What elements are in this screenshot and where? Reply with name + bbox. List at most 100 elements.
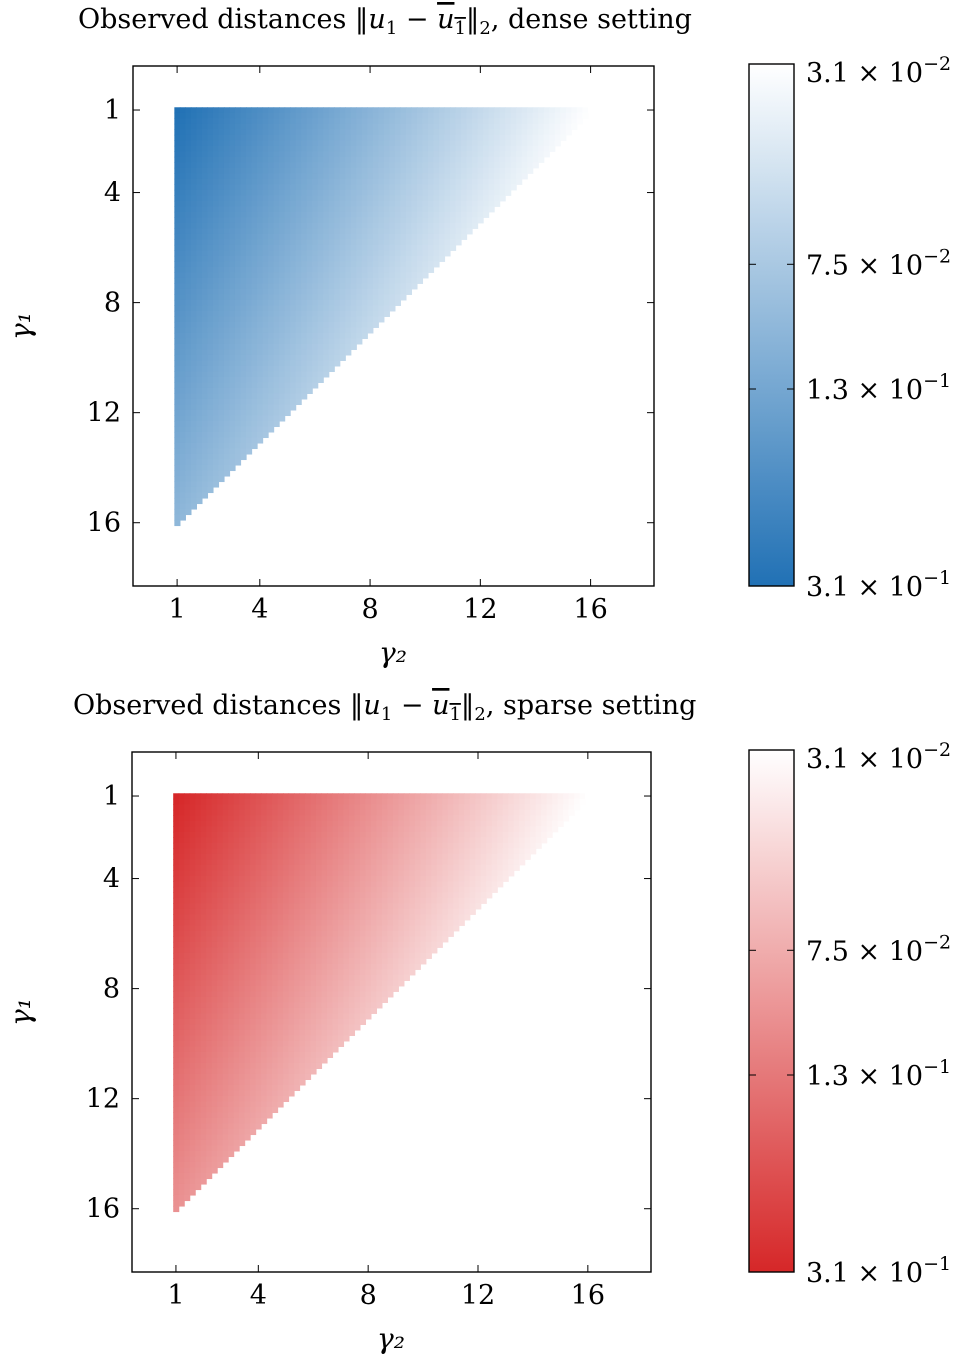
heatmap-cell [425, 842, 432, 849]
heatmap-cell [334, 310, 341, 317]
heatmap-cell [294, 897, 301, 904]
heatmap-cell [367, 316, 374, 323]
heatmap-cell [334, 239, 341, 246]
heatmap-cell [345, 217, 352, 224]
heatmap-cell [251, 376, 258, 383]
heatmap-cell [229, 145, 236, 152]
heatmap-cell [328, 272, 335, 279]
heatmap-cell [494, 162, 501, 169]
heatmap-cell [173, 914, 180, 921]
heatmap-cell [279, 239, 286, 246]
heatmap-cell [383, 255, 390, 262]
heatmap-cell [174, 332, 181, 339]
heatmap-cell [201, 283, 209, 290]
heatmap-cell [273, 415, 280, 422]
heatmap-cell [283, 947, 290, 954]
heatmap-cell [239, 892, 246, 899]
heatmap-cell [174, 426, 181, 433]
heatmap-cell [367, 321, 374, 328]
heatmap-cell [464, 793, 471, 800]
heatmap-cell [184, 798, 191, 805]
heatmap-cell [381, 804, 388, 811]
heatmap-cell [272, 859, 279, 866]
heatmap-cell [218, 376, 225, 383]
heatmap-cell [359, 798, 367, 805]
heatmap-cell [255, 875, 262, 882]
heatmap-cell [240, 173, 247, 180]
heatmap-cell [234, 112, 242, 119]
heatmap-cell [453, 925, 460, 932]
heatmap-cell [262, 277, 269, 284]
heatmap-cell [306, 277, 313, 284]
heatmap-cell [549, 145, 556, 152]
heatmap-cell [246, 129, 253, 136]
heatmap-cell [284, 382, 291, 389]
heatmap-cell [433, 178, 440, 185]
heatmap-cell [295, 310, 302, 317]
heatmap-cell [334, 217, 341, 224]
heatmap-cell [453, 903, 460, 910]
heatmap-cell [207, 261, 214, 268]
heatmap-cell [223, 200, 231, 207]
heatmap-cell [312, 162, 319, 169]
heatmap-cell [223, 162, 231, 169]
heatmap-cell [196, 354, 203, 361]
heatmap-cell [246, 299, 253, 306]
heatmap-cell [337, 798, 345, 805]
heatmap-cell [305, 837, 312, 844]
heatmap-cell [469, 859, 476, 866]
heatmap-cell [174, 184, 181, 191]
heatmap-cell [306, 217, 313, 224]
heatmap-cell [201, 360, 209, 367]
heatmap-cell [389, 118, 396, 125]
heatmap-cell [442, 848, 449, 855]
heatmap-cell [383, 173, 390, 180]
heatmap-cell [425, 892, 432, 899]
heatmap-cell [306, 167, 313, 174]
heatmap-cell [475, 859, 482, 866]
heatmap-cell [571, 123, 578, 130]
heatmap-cell [262, 118, 269, 125]
heatmap-cell [201, 222, 209, 229]
heatmap-cell [508, 798, 515, 805]
heatmap-cell [273, 343, 280, 350]
heatmap-cell [475, 864, 482, 871]
heatmap-cell [229, 338, 236, 345]
heatmap-cell [378, 266, 385, 273]
heatmap-cell [211, 958, 218, 965]
heatmap-cell [345, 349, 352, 356]
heatmap-cell [403, 947, 410, 954]
heatmap-cell [218, 272, 225, 279]
heatmap-cell [343, 963, 350, 970]
heatmap-cell [255, 925, 262, 932]
heatmap-cell [563, 793, 570, 800]
heatmap-cell [565, 123, 572, 130]
heatmap-cell [365, 793, 372, 800]
heatmap-cell [337, 903, 345, 910]
heatmap-cell [312, 277, 319, 284]
heatmap-cell [554, 123, 561, 130]
heatmap-cell [323, 343, 330, 350]
heatmap-cell [284, 354, 291, 361]
heatmap-cell [480, 820, 487, 827]
heatmap-cell [244, 886, 251, 893]
heatmap-cell [521, 167, 528, 174]
heatmap-cell [244, 903, 251, 910]
heatmap-cell [361, 332, 368, 339]
heatmap-cell [455, 107, 462, 114]
heatmap-cell [370, 974, 377, 981]
heatmap-cell [383, 250, 390, 257]
heatmap-cell [339, 255, 346, 262]
heatmap-cell [405, 145, 413, 152]
heatmap-cell [339, 129, 346, 136]
heatmap-cells-dense [174, 107, 594, 527]
heatmap-cell [261, 963, 268, 970]
heatmap-cell [185, 222, 192, 229]
heatmap-cell [174, 437, 181, 444]
heatmap-cell [279, 283, 286, 290]
heatmap-cell [185, 305, 192, 312]
heatmap-cell [328, 129, 335, 136]
heatmap-cell [279, 261, 286, 268]
heatmap-cell [339, 228, 346, 235]
heatmap-cell [207, 360, 214, 367]
